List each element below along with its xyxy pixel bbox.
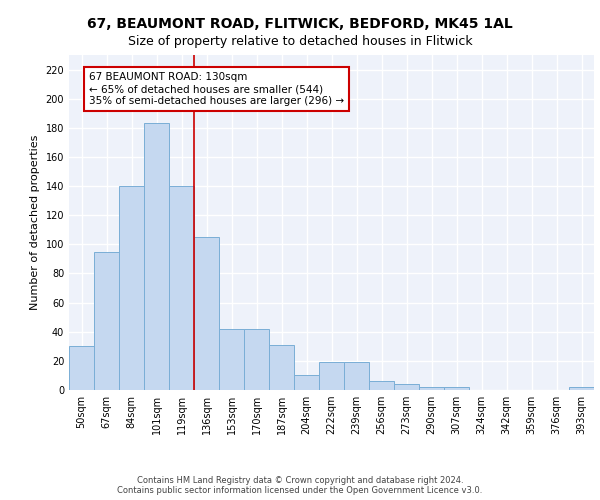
Bar (444, 387, 469, 390)
Text: Size of property relative to detached houses in Flitwick: Size of property relative to detached ho… (128, 35, 472, 48)
Bar (394, 384, 419, 390)
Bar (144, 124, 169, 390)
Bar (344, 362, 369, 390)
Bar (244, 329, 269, 390)
Bar (194, 237, 219, 390)
Bar (569, 387, 594, 390)
Text: 67 BEAUMONT ROAD: 130sqm
← 65% of detached houses are smaller (544)
35% of semi-: 67 BEAUMONT ROAD: 130sqm ← 65% of detach… (89, 72, 344, 106)
Text: 67, BEAUMONT ROAD, FLITWICK, BEDFORD, MK45 1AL: 67, BEAUMONT ROAD, FLITWICK, BEDFORD, MK… (87, 18, 513, 32)
Bar (169, 186, 194, 390)
Y-axis label: Number of detached properties: Number of detached properties (30, 135, 40, 310)
Bar (269, 345, 294, 390)
Bar (294, 376, 319, 390)
Bar (219, 329, 244, 390)
Bar (119, 186, 144, 390)
Bar (69, 346, 94, 390)
Bar (319, 362, 344, 390)
Bar (369, 382, 394, 390)
Bar (419, 387, 444, 390)
Text: Contains HM Land Registry data © Crown copyright and database right 2024.
Contai: Contains HM Land Registry data © Crown c… (118, 476, 482, 495)
Bar (94, 252, 119, 390)
